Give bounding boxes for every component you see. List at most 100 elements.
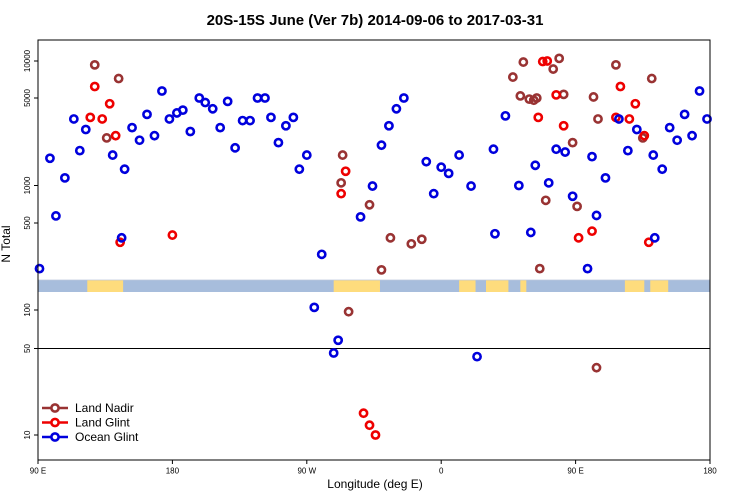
point-ocean-glint xyxy=(301,150,312,160)
point-ocean-glint xyxy=(513,180,524,191)
point-ocean-glint xyxy=(582,263,593,274)
point-land-glint xyxy=(558,120,569,131)
point-land-nadir xyxy=(406,238,417,249)
point-ocean-glint xyxy=(194,93,205,103)
point-ocean-glint xyxy=(288,112,299,123)
legend-marker xyxy=(50,403,60,413)
point-ocean-glint xyxy=(591,210,602,221)
x-axis-label: Longitude (deg E) xyxy=(327,477,422,491)
point-ocean-glint xyxy=(631,124,642,135)
point-ocean-glint xyxy=(443,168,454,179)
x-tick-label: 90 W xyxy=(297,467,316,476)
point-ocean-glint xyxy=(525,227,536,238)
point-ocean-glint xyxy=(107,150,118,160)
point-land-glint xyxy=(370,430,381,440)
x-axis-ticks: 90 E 180 90 W 0 90 E 180 xyxy=(30,460,717,476)
y-tick-label: 10000 xyxy=(23,49,32,72)
point-land-glint xyxy=(643,237,654,248)
point-ocean-glint xyxy=(245,115,255,126)
point-land-glint xyxy=(587,226,597,237)
point-land-glint xyxy=(542,56,553,66)
chart-title: 20S-15S June (Ver 7b) 2014-09-06 to 2017… xyxy=(207,12,544,29)
point-ocean-glint xyxy=(273,137,284,148)
point-land-nadir xyxy=(336,177,347,188)
point-land-nadir xyxy=(518,57,529,67)
point-ocean-glint xyxy=(649,232,660,243)
point-land-nadir xyxy=(572,201,582,212)
point-ocean-glint xyxy=(51,211,61,221)
point-ocean-glint xyxy=(622,145,633,156)
point-land-glint xyxy=(639,130,650,141)
point-land-glint xyxy=(537,56,548,67)
band-land-segment xyxy=(520,280,527,292)
y-tick-label: 1000 xyxy=(23,176,32,194)
point-ocean-glint xyxy=(543,177,554,188)
point-ocean-glint xyxy=(34,263,45,274)
y-tick-label: 5000 xyxy=(23,89,32,107)
point-ocean-glint xyxy=(679,109,690,120)
point-land-nadir xyxy=(337,150,348,160)
band-land-segment xyxy=(624,280,645,292)
point-land-glint xyxy=(97,114,108,124)
band-land-segment xyxy=(333,280,380,292)
point-ocean-glint xyxy=(59,173,70,183)
point-land-nadir xyxy=(515,91,526,101)
point-ocean-glint xyxy=(472,351,482,362)
point-ocean-glint xyxy=(222,96,233,107)
point-ocean-glint xyxy=(428,188,439,199)
point-land-nadir xyxy=(593,114,603,124)
data-points xyxy=(34,53,712,440)
point-land-glint xyxy=(630,98,641,109)
point-ocean-glint xyxy=(355,211,366,222)
point-land-glint xyxy=(573,232,584,243)
point-land-nadir xyxy=(524,94,535,104)
point-ocean-glint xyxy=(687,130,697,141)
point-ocean-glint xyxy=(68,114,79,124)
point-ocean-glint xyxy=(551,144,562,155)
point-ocean-glint xyxy=(328,348,339,358)
point-ocean-glint xyxy=(454,150,465,160)
x-tick-label: 90 E xyxy=(567,467,583,476)
point-land-nadir xyxy=(540,195,551,206)
point-ocean-glint xyxy=(530,160,541,171)
point-ocean-glint xyxy=(200,97,211,108)
point-land-nadir xyxy=(611,59,621,70)
point-land-glint xyxy=(551,89,562,100)
point-ocean-glint xyxy=(157,86,167,96)
point-land-nadir xyxy=(113,73,124,84)
point-land-nadir xyxy=(89,59,100,70)
point-land-nadir xyxy=(646,73,657,84)
point-ocean-glint xyxy=(74,145,85,156)
point-land-glint xyxy=(624,114,635,124)
point-land-nadir xyxy=(343,306,354,317)
point-land-glint xyxy=(167,230,178,240)
y-axis-ticks: 10 50 100 500 1000 5000 10000 xyxy=(23,49,38,439)
y-tick-label: 100 xyxy=(23,303,32,317)
point-land-glint xyxy=(110,130,121,141)
point-ocean-glint xyxy=(657,164,668,175)
point-land-glint xyxy=(85,112,96,123)
point-ocean-glint xyxy=(266,112,276,123)
legend-marker xyxy=(50,432,60,442)
point-ocean-glint xyxy=(80,124,91,135)
point-ocean-glint xyxy=(127,122,137,133)
point-land-nadir xyxy=(101,133,112,143)
point-ocean-glint xyxy=(280,120,291,131)
legend-label: Land Nadir xyxy=(75,401,134,415)
x-tick-label: 90 E xyxy=(30,467,46,476)
point-ocean-glint xyxy=(164,114,175,124)
point-ocean-glint xyxy=(177,105,188,116)
point-ocean-glint xyxy=(215,122,226,133)
point-ocean-glint xyxy=(185,126,196,137)
point-land-nadir xyxy=(376,264,387,275)
point-ocean-glint xyxy=(500,110,511,121)
point-land-nadir xyxy=(528,95,539,106)
point-ocean-glint xyxy=(119,164,130,175)
band-land-segment xyxy=(650,280,669,292)
y-tick-label: 500 xyxy=(23,216,32,230)
point-land-nadir xyxy=(534,263,545,274)
point-ocean-glint xyxy=(587,151,597,162)
point-ocean-glint xyxy=(466,181,476,191)
